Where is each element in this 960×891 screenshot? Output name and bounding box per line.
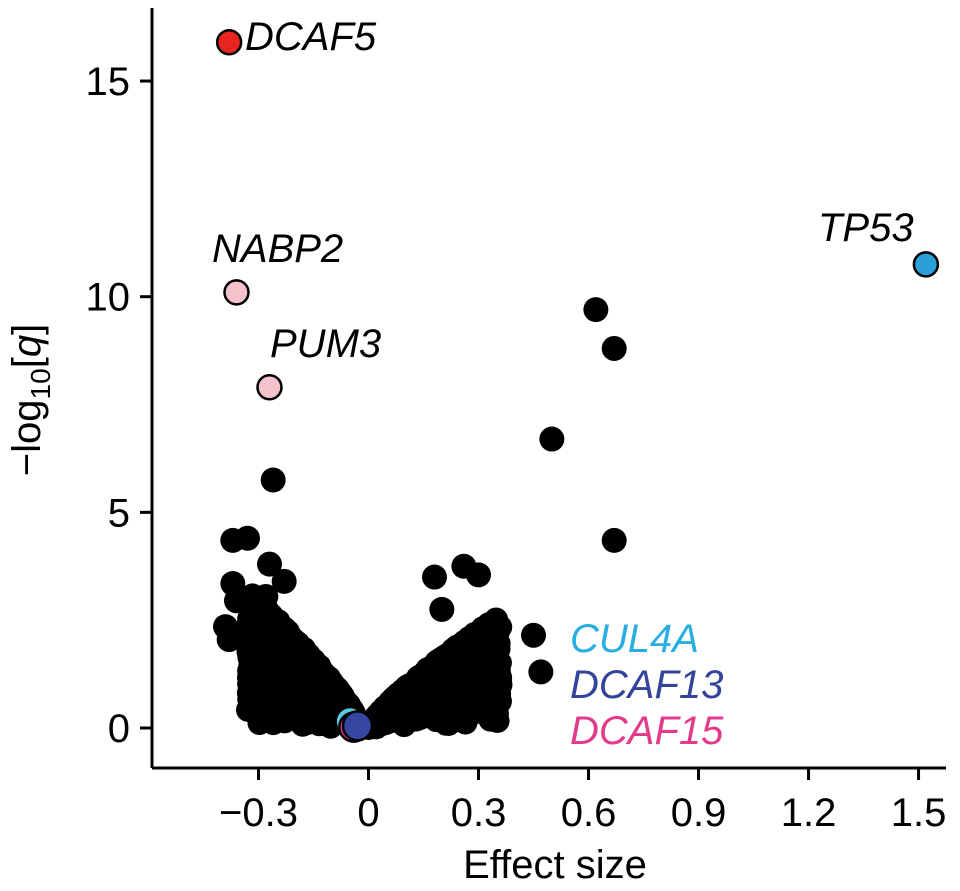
data-point [457,678,482,703]
data-point [271,568,297,594]
data-point [270,671,295,696]
data-point [234,525,260,551]
data-point [260,467,286,493]
y-axis-title: −log10[q] [5,324,56,476]
label-nabp2: NABP2 [212,227,343,271]
data-points [212,297,627,685]
data-point [237,642,262,667]
highlighted-points [215,28,940,743]
data-point [539,426,565,452]
x-tick-label: 0.9 [671,791,727,835]
data-point [247,711,272,736]
y-title-subscript: 10 [25,368,56,399]
data-point [389,688,414,713]
data-point [473,618,499,644]
y-title-main: −log [5,399,49,476]
data-point [466,562,492,588]
x-tick-label: −0.3 [219,791,298,835]
data-point [439,646,464,671]
y-tick-label: 10 [86,276,131,320]
data-point [583,297,609,323]
data-point [601,527,627,553]
x-tick-label: 0.6 [561,791,617,835]
data-point [223,588,249,614]
y-tick-label: 15 [86,60,131,104]
x-axis-ticks: −0.3 0 0.3 0.6 0.9 1.2 1.5 [219,768,946,835]
point-dcaf13 [341,710,374,742]
y-tick-label: 0 [108,707,130,751]
data-point [425,700,450,725]
x-tick-label: 0.3 [451,791,507,835]
x-tick-label: 1.2 [781,791,837,835]
data-point [422,564,448,590]
data-point [256,551,282,577]
label-cul4a: CUL4A [570,617,699,661]
data-point [528,659,554,685]
label-tp53: TP53 [818,206,914,250]
x-tick-label: 1.5 [891,791,947,835]
data-point [429,596,455,622]
data-point [424,670,449,695]
y-title-bracket-close: ] [5,324,49,335]
x-tick-label: 0 [357,791,379,835]
data-point [257,652,282,677]
label-dcaf5: DCAF5 [245,15,377,59]
label-pum3: PUM3 [270,322,381,366]
data-point [601,335,627,361]
data-point [302,658,327,683]
point-nabp2 [223,279,250,306]
background-point-cloud [235,583,513,740]
data-point [521,622,547,648]
label-dcaf13: DCAF13 [570,663,723,707]
data-point [488,665,513,690]
data-point [278,624,303,649]
data-point [253,583,279,609]
point-dcaf5 [215,28,243,56]
label-dcaf15: DCAF15 [570,709,724,753]
y-title-variable: q [5,335,49,357]
x-axis-title: Effect size [463,843,647,887]
point-tp53 [912,251,940,278]
y-axis-ticks: 0 5 10 15 [86,60,152,751]
data-point [236,611,261,636]
data-point [277,696,302,721]
y-title-bracket-open: [ [5,357,49,368]
point-pum3 [256,374,283,401]
svg-text:−log10[q]: −log10[q] [5,324,56,476]
y-tick-label: 5 [108,491,130,535]
data-point [212,614,238,640]
